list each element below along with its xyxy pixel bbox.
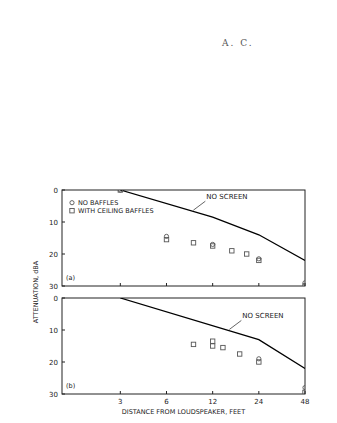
x-tick-label: 12	[208, 398, 217, 406]
data-layer	[120, 298, 305, 394]
point-circle	[211, 242, 215, 246]
point-square	[221, 345, 225, 349]
point-circle	[164, 234, 168, 238]
legend-entry: NO BAFFLES	[70, 199, 118, 207]
panel-label: (b)	[66, 382, 75, 390]
legend-label: NO BAFFLES	[78, 199, 118, 207]
annotation-leader	[193, 201, 205, 210]
panel-label: (a)	[66, 274, 75, 282]
point-square	[210, 344, 214, 348]
legend-label: WITH CEILING BAFFLES	[78, 207, 154, 215]
y-tick	[62, 190, 65, 191]
x-tick-label: 24	[254, 398, 263, 406]
point-square	[237, 352, 241, 356]
y-tick	[62, 330, 65, 331]
y-tick-label: 0	[54, 295, 58, 303]
point-circle	[303, 386, 305, 390]
line-annotation: NO SCREEN	[206, 193, 247, 201]
legend-swatch	[70, 209, 74, 213]
x-tick	[212, 283, 213, 286]
x-tick	[258, 391, 259, 394]
y-tick-label: 10	[49, 327, 58, 335]
point-square	[257, 360, 261, 364]
panel: 0 10 20 30 3 6 12 24 48 NO SCREEN (b) DISTANCE FROM…	[49, 295, 309, 417]
line	[120, 298, 305, 368]
background	[0, 0, 337, 423]
point-square	[164, 237, 168, 241]
plot-frame	[62, 190, 305, 286]
point-square	[191, 241, 195, 245]
point-square	[230, 249, 234, 253]
annotation-leader	[229, 320, 241, 329]
x-tick-label: 6	[164, 398, 169, 406]
line	[120, 190, 305, 260]
point-square	[303, 390, 305, 394]
y-tick	[62, 298, 65, 299]
x-tick	[120, 283, 121, 286]
page-header: A. C.	[221, 38, 254, 48]
point-circle	[257, 357, 261, 361]
y-axis-title: ATTENUATION, dBA	[32, 260, 40, 323]
x-tick	[166, 283, 167, 286]
point-square	[303, 284, 305, 286]
point-square	[191, 342, 195, 346]
line-annotation: NO SCREEN	[242, 312, 283, 320]
point-circle	[118, 190, 122, 192]
point-square	[118, 190, 122, 192]
point-square	[210, 244, 214, 248]
point-circle	[257, 257, 261, 261]
y-tick-label: 20	[49, 359, 58, 367]
x-tick	[305, 391, 306, 394]
x-tick	[258, 283, 259, 286]
y-tick-label: 30	[49, 283, 58, 291]
point-square	[257, 258, 261, 262]
panel: 0 10 20 30 NO SCREEN NO BAFFLESWITH CEILING B…	[49, 187, 307, 291]
y-tick	[62, 286, 65, 287]
y-tick	[62, 362, 65, 363]
plot-frame	[62, 298, 305, 394]
y-tick-label: 30	[49, 391, 58, 399]
x-tick-label: 48	[301, 398, 310, 406]
x-tick	[120, 391, 121, 394]
x-tick	[212, 391, 213, 394]
point-square	[244, 252, 248, 256]
y-tick-label: 20	[49, 251, 58, 259]
y-tick-label: 0	[54, 187, 58, 195]
y-tick	[62, 222, 65, 223]
x-tick	[166, 391, 167, 394]
legend-swatch	[70, 201, 74, 205]
y-tick	[62, 394, 65, 395]
legend-entry: WITH CEILING BAFFLES	[70, 207, 154, 215]
y-tick	[62, 254, 65, 255]
x-tick-label: 3	[118, 398, 122, 406]
point-square	[210, 339, 214, 343]
y-tick-label: 10	[49, 219, 58, 227]
data-layer	[118, 190, 305, 286]
x-axis-title: DISTANCE FROM LOUDSPEAKER, FEET	[122, 408, 245, 416]
page: A. C.0102030NO SCREENNO BAFFLESWITH CEIL…	[0, 0, 337, 423]
